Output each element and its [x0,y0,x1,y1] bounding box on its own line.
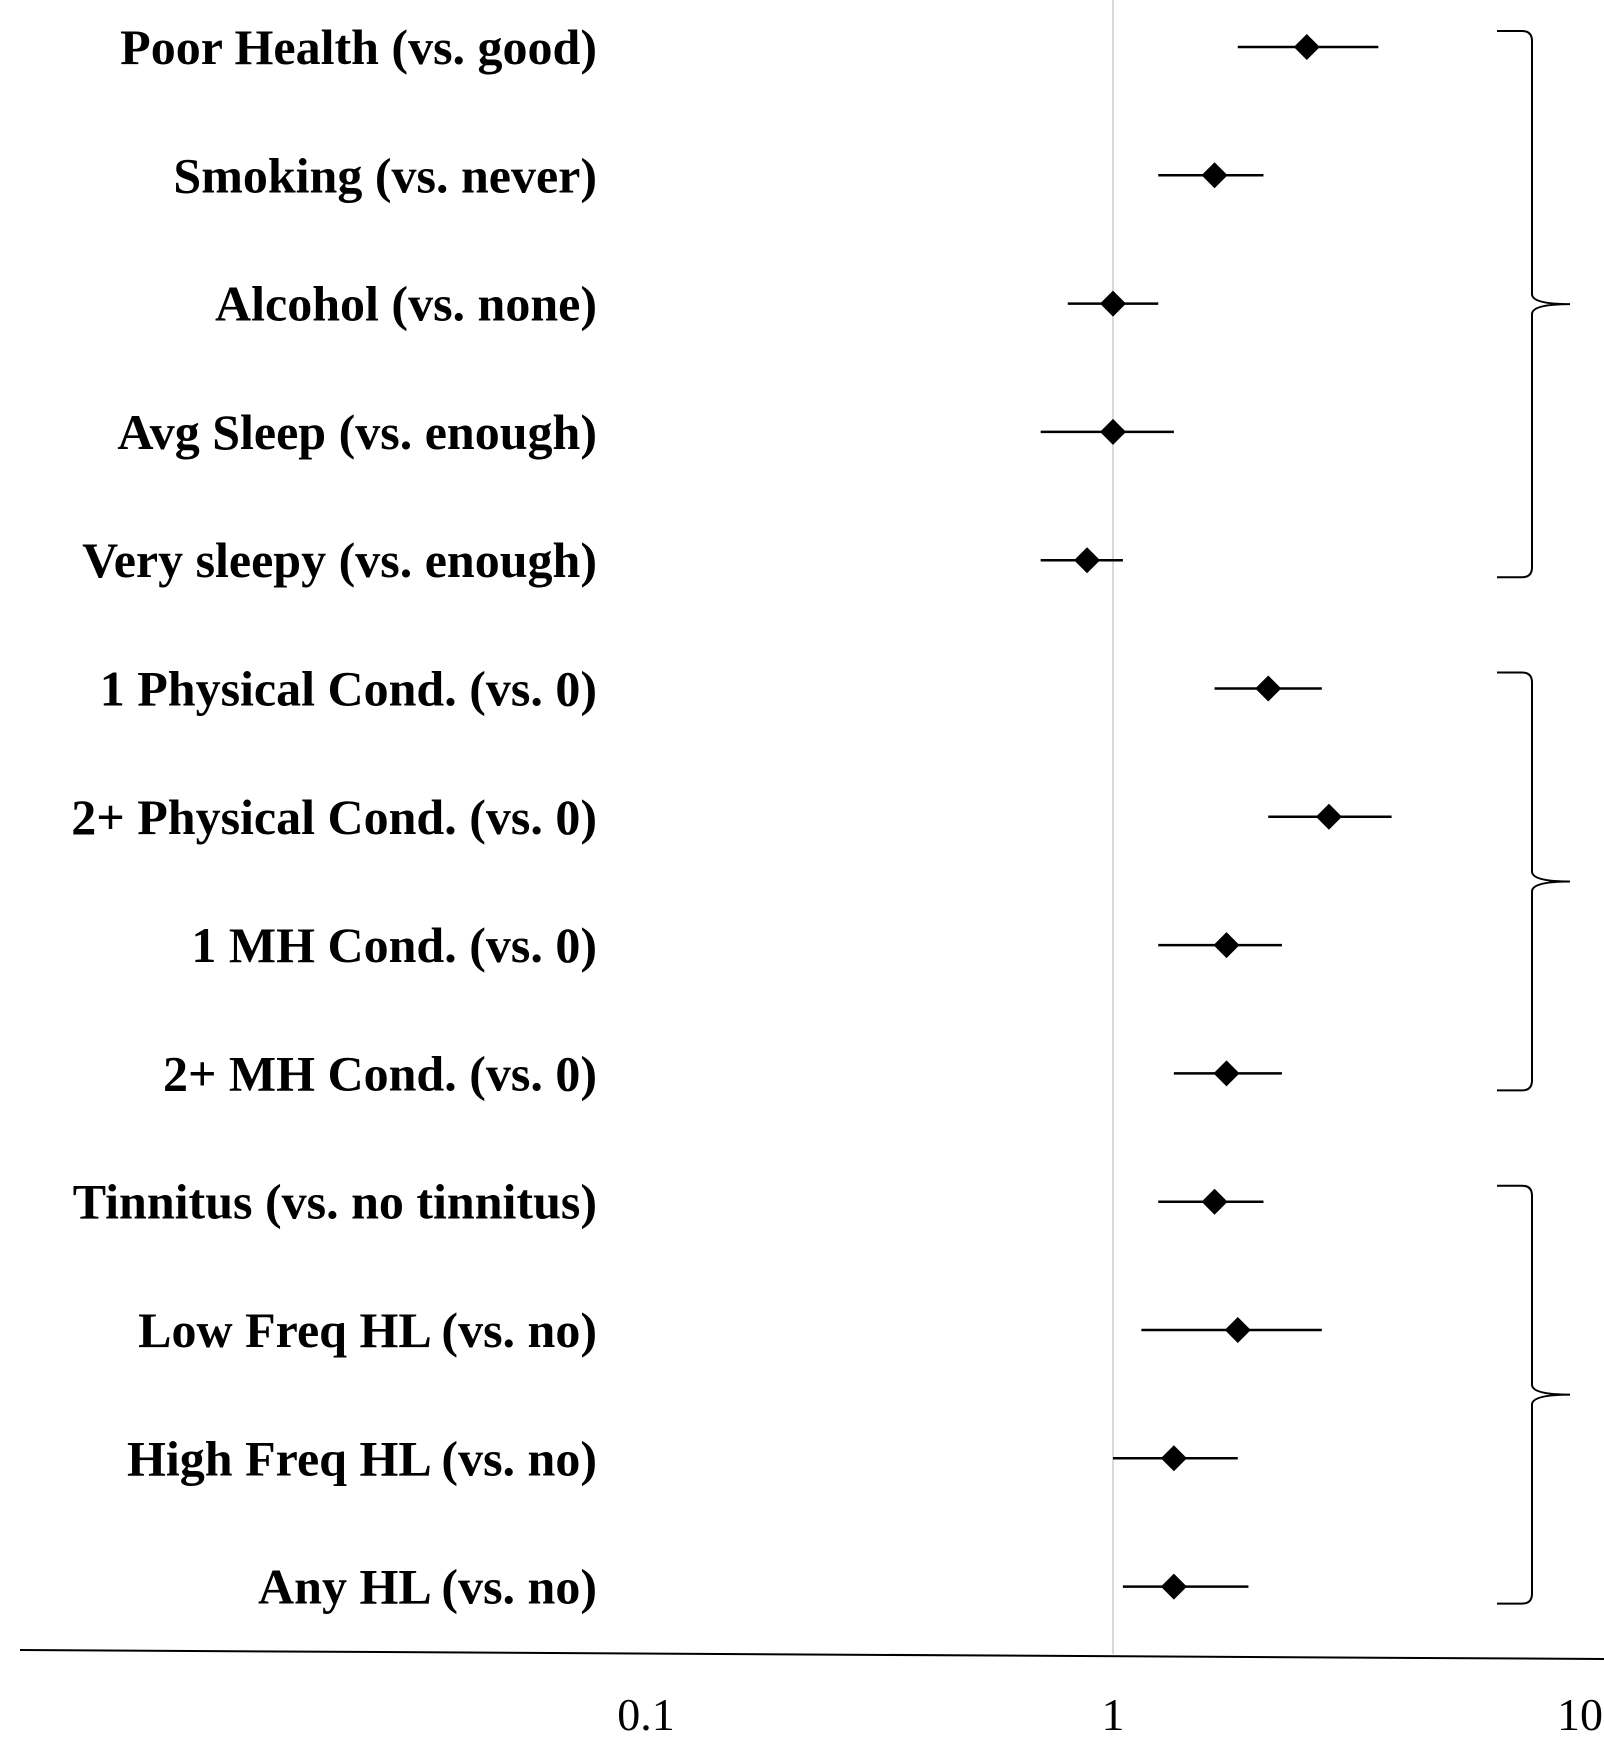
point-estimate-marker [1293,34,1320,60]
forest-row: Poor Health (vs. good) [120,19,1379,75]
point-estimate-marker [1201,1188,1228,1215]
row-label: Avg Sleep (vs. enough) [117,404,597,460]
group-brackets [1497,30,1571,1605]
row-label: Smoking (vs. never) [173,147,597,203]
forest-row: Tinnitus (vs. no tinnitus) [73,1174,1264,1230]
point-estimate-marker [1100,290,1126,317]
x-tick-label: 10 [1557,1689,1603,1734]
point-estimate-marker [1201,162,1228,189]
point-estimate-marker [1255,675,1282,702]
forest-row: High Freq HL (vs. no) [127,1430,1238,1486]
row-label: 2+ Physical Cond. (vs. 0) [71,789,597,845]
x-tick-label: 1 [1102,1689,1125,1734]
forest-row: Alcohol (vs. none) [215,276,1159,332]
rows-layer: Poor Health (vs. good) Smoking (vs. never… [71,19,1392,1615]
point-estimate-marker [1315,803,1342,830]
row-label: Very sleepy (vs. enough) [82,532,597,588]
forest-row: Avg Sleep (vs. enough) [117,404,1174,460]
x-axis-ticks: 0.1 1 10 [617,1689,1603,1739]
forest-row: Very sleepy (vs. enough) [82,532,1123,588]
forest-row: 1 MH Cond. (vs. 0) [191,917,1282,973]
x-axis-line [19,1649,1604,1660]
row-label: 1 MH Cond. (vs. 0) [191,917,597,973]
point-estimate-marker [1074,547,1101,574]
row-label: Poor Health (vs. good) [120,19,597,75]
row-label: Alcohol (vs. none) [215,276,597,332]
forest-row: 2+ MH Cond. (vs. 0) [163,1045,1282,1101]
point-estimate-marker [1160,1573,1187,1600]
point-estimate-marker [1213,932,1240,959]
forest-row: Low Freq HL (vs. no) [138,1302,1322,1358]
group-bracket [1497,1184,1571,1605]
x-tick-label: 0.1 [617,1689,675,1734]
row-label: 2+ MH Cond. (vs. 0) [163,1045,597,1101]
point-estimate-marker [1100,418,1126,445]
row-label: Any HL (vs. no) [258,1559,597,1615]
forest-row: 1 Physical Cond. (vs. 0) [100,661,1322,717]
forest-row: Any HL (vs. no) [258,1559,1249,1615]
row-label: Low Freq HL (vs. no) [138,1302,597,1358]
row-label: 1 Physical Cond. (vs. 0) [100,661,597,717]
forest-row: Smoking (vs. never) [173,147,1264,203]
point-estimate-marker [1224,1317,1251,1343]
point-estimate-marker [1160,1445,1187,1472]
forest-row: 2+ Physical Cond. (vs. 0) [71,789,1392,845]
group-bracket [1497,671,1571,1092]
group-bracket [1497,30,1571,579]
row-label: High Freq HL (vs. no) [127,1430,597,1486]
row-label: Tinnitus (vs. no tinnitus) [73,1174,597,1230]
point-estimate-marker [1213,1060,1240,1087]
